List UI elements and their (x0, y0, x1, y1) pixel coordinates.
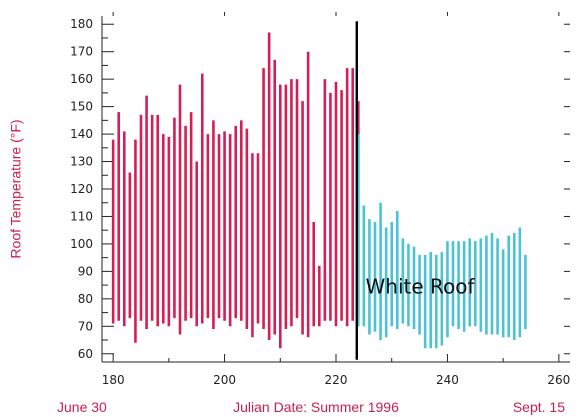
x-axis-title: Julian Date: Summer 1996 (233, 399, 399, 415)
y-tick-label: 100 (70, 237, 93, 251)
x-end-date-label: Sept. 15 (513, 399, 565, 415)
y-tick-label: 70 (78, 319, 93, 333)
y-axis-ticks: 60 70 80 90 100 110 120 130 140 150 160 170 180 (70, 17, 570, 361)
x-tick-label: 260 (547, 373, 570, 387)
y-tick-label: 60 (78, 347, 93, 361)
x-axis-ticks: 180 200 220 240 260 (102, 12, 570, 387)
y-tick-label: 150 (70, 100, 93, 114)
y-tick-label: 130 (70, 155, 93, 169)
y-tick-label: 110 (70, 209, 93, 223)
x-tick-label: 180 (102, 373, 125, 387)
y-tick-label: 170 (70, 45, 93, 59)
y-tick-label: 180 (70, 17, 93, 31)
x-start-date-label: June 30 (57, 399, 107, 415)
x-tick-label: 200 (213, 373, 236, 387)
x-tick-label: 220 (325, 373, 348, 387)
y-tick-label: 140 (70, 127, 93, 141)
y-tick-label: 120 (70, 182, 93, 196)
temperature-bars (111, 32, 527, 349)
y-tick-label: 160 (70, 72, 93, 86)
y-tick-label: 80 (78, 292, 93, 306)
y-axis-title: Roof Temperature (°F) (8, 119, 24, 258)
white-roof-annotation: White Roof (366, 274, 476, 298)
x-tick-label: 240 (436, 373, 459, 387)
y-tick-label: 90 (78, 264, 93, 278)
